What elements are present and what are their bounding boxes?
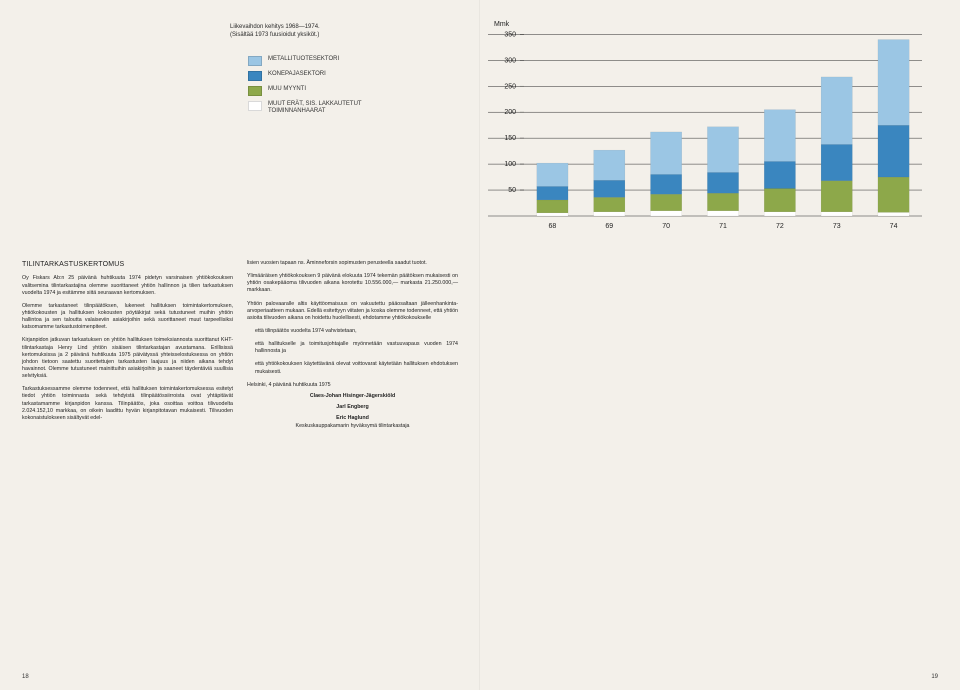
list-item: että tilinpäätös vuodelta 1974 vahvistet… xyxy=(247,328,458,335)
sig-place: Helsinki, 4 päivänä huhtikuuta 1975 xyxy=(247,382,458,389)
signatory: Eric Haglund xyxy=(247,415,458,422)
para: Olemme tarkastaneet tilinpäätöksen, luke… xyxy=(22,303,233,332)
page-number: 19 xyxy=(931,674,938,680)
para: Oy Fiskars Ab:n 25 päivänä huhtikuuta 19… xyxy=(22,275,233,296)
list-item: että hallitukselle ja toimitusjohtajalle… xyxy=(247,341,458,355)
page-left: TILINTARKASTUSKERTOMUS Oy Fiskars Ab:n 2… xyxy=(0,0,480,690)
signatures: Helsinki, 4 päivänä huhtikuuta 1975 Clae… xyxy=(247,382,458,431)
para: Kirjanpidon jatkuvan tarkastuksen on yht… xyxy=(22,337,233,380)
page-number: 18 xyxy=(22,674,29,680)
signatory: Jarl Engberg xyxy=(247,404,458,411)
para: Tarkastuksessamme olemme todenneet, että… xyxy=(22,386,233,422)
para: lisien vuosien tapaan ns. Äminneforsin s… xyxy=(247,260,458,267)
column-1: TILINTARKASTUSKERTOMUS Oy Fiskars Ab:n 2… xyxy=(22,260,233,434)
auditor-report: TILINTARKASTUSKERTOMUS Oy Fiskars Ab:n 2… xyxy=(22,260,458,434)
signatory: Claes-Johan Hisinger-Jägerskiöld xyxy=(247,393,458,400)
list-item: että yhtiökokouksen käytettävänä olevat … xyxy=(247,361,458,375)
para: Yhtiön palovaaralle altis käyttöomaisuus… xyxy=(247,301,458,322)
column-2: lisien vuosien tapaan ns. Äminneforsin s… xyxy=(247,260,458,434)
signatory-sub: Keskuskauppakamarin hyväksymä tilintarka… xyxy=(247,423,458,430)
page-right: RAHOITUSANALYYSI Rahan lähteet Tulos enn… xyxy=(480,0,960,690)
report-heading: TILINTARKASTUSKERTOMUS xyxy=(22,260,233,269)
page-spread: Liikevaihdon kehitys 1968—1974. (Sisältä… xyxy=(0,0,960,690)
para: Ylimääräisen yhtiökokouksen 9 päivänä el… xyxy=(247,273,458,294)
